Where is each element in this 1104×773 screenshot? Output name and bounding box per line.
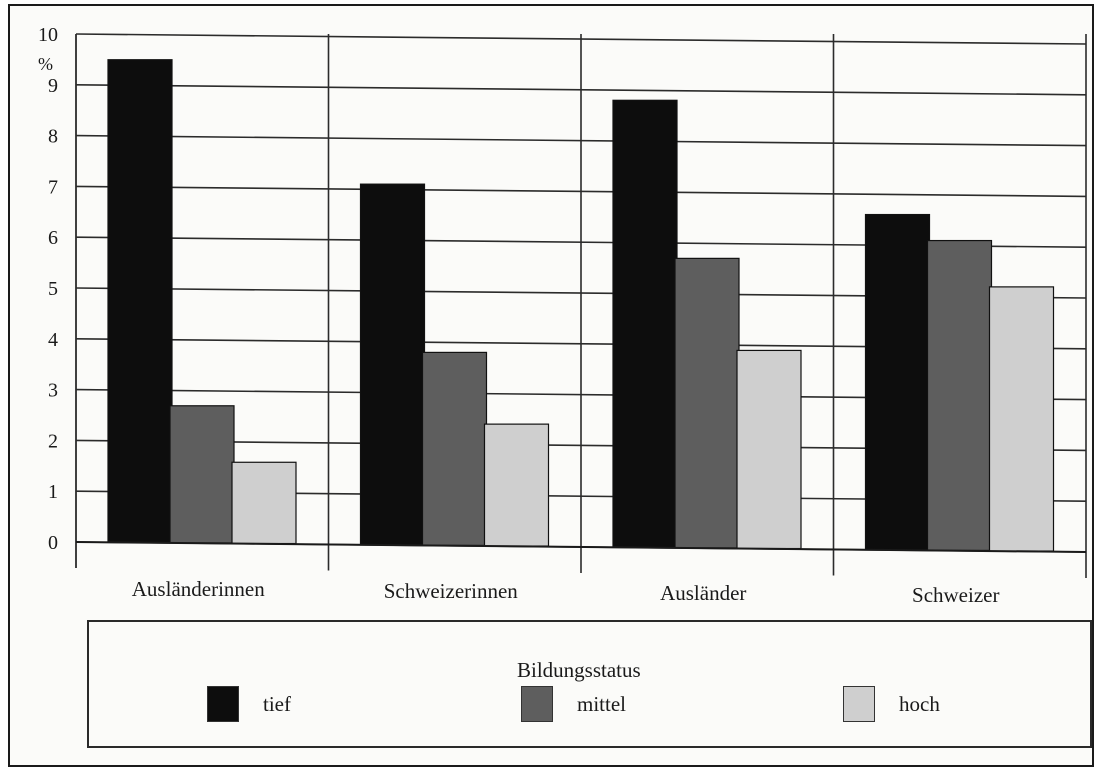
- bar-chart: 0 1 2 3 4 5 6 7 8 9 10% Ausländerinnen Schweizerinne…: [38, 24, 1087, 607]
- bars: [107, 59, 1055, 552]
- y-tick-label-9: 9: [48, 75, 58, 97]
- y-tick-label-10: 10: [38, 24, 58, 46]
- legend-title: Bildungsstatus: [517, 658, 641, 682]
- x-category-label-3: Schweizer: [912, 583, 999, 607]
- legend-label-mittel: mittel: [577, 691, 626, 716]
- y-axis-unit-label: %: [38, 54, 53, 74]
- legend-label-tief: tief: [263, 691, 291, 716]
- bar-mittel-1: [421, 351, 488, 547]
- bar-hoch-0: [231, 461, 297, 545]
- legend: Bildungsstatus tief mittel hoch: [87, 620, 1092, 748]
- y-tick-label-6: 6: [48, 227, 58, 249]
- y-tick-label-4: 4: [48, 329, 58, 351]
- x-axis: [75, 541, 1087, 553]
- legend-swatch-hoch: [843, 686, 875, 722]
- bar-hoch-3: [988, 286, 1055, 552]
- chart-frame: 0 1 2 3 4 5 6 7 8 9 10% Ausländerinnen Schweizerinne…: [8, 4, 1094, 767]
- y-tick-label-3: 3: [48, 380, 58, 402]
- legend-item-hoch: hoch: [843, 684, 940, 724]
- x-category-label-0: Ausländerinnen: [132, 577, 265, 601]
- y-tick-label-1: 1: [48, 481, 58, 503]
- bar-tief-0: [107, 59, 173, 543]
- bar-mittel-2: [674, 257, 740, 549]
- grid-lines: [75, 33, 1087, 578]
- y-tick-label-8: 8: [48, 126, 58, 148]
- axes: [75, 541, 1087, 553]
- bar-tief-1: [359, 183, 426, 546]
- bar-tief-2: [612, 99, 678, 548]
- x-category-label-1: Schweizerinnen: [384, 579, 519, 603]
- legend-swatch-mittel: [521, 686, 553, 722]
- y-tick-label-2: 2: [48, 430, 58, 452]
- bar-mittel-0: [169, 405, 235, 544]
- y-tick-label-7: 7: [48, 176, 58, 198]
- labels: 0 1 2 3 4 5 6 7 8 9 10% Ausländerinnen Schweizerinne…: [38, 24, 999, 607]
- y-tick-label-0: 0: [48, 532, 58, 554]
- bar-hoch-1: [483, 423, 550, 547]
- legend-item-mittel: mittel: [521, 684, 626, 724]
- bar-tief-3: [864, 213, 931, 551]
- legend-swatch-tief: [207, 686, 239, 722]
- y-tick-label-5: 5: [48, 278, 58, 300]
- x-category-label-2: Ausländer: [660, 581, 746, 605]
- bar-mittel-3: [926, 239, 993, 552]
- bar-hoch-2: [736, 349, 802, 550]
- legend-item-tief: tief: [207, 684, 291, 724]
- legend-label-hoch: hoch: [899, 691, 940, 716]
